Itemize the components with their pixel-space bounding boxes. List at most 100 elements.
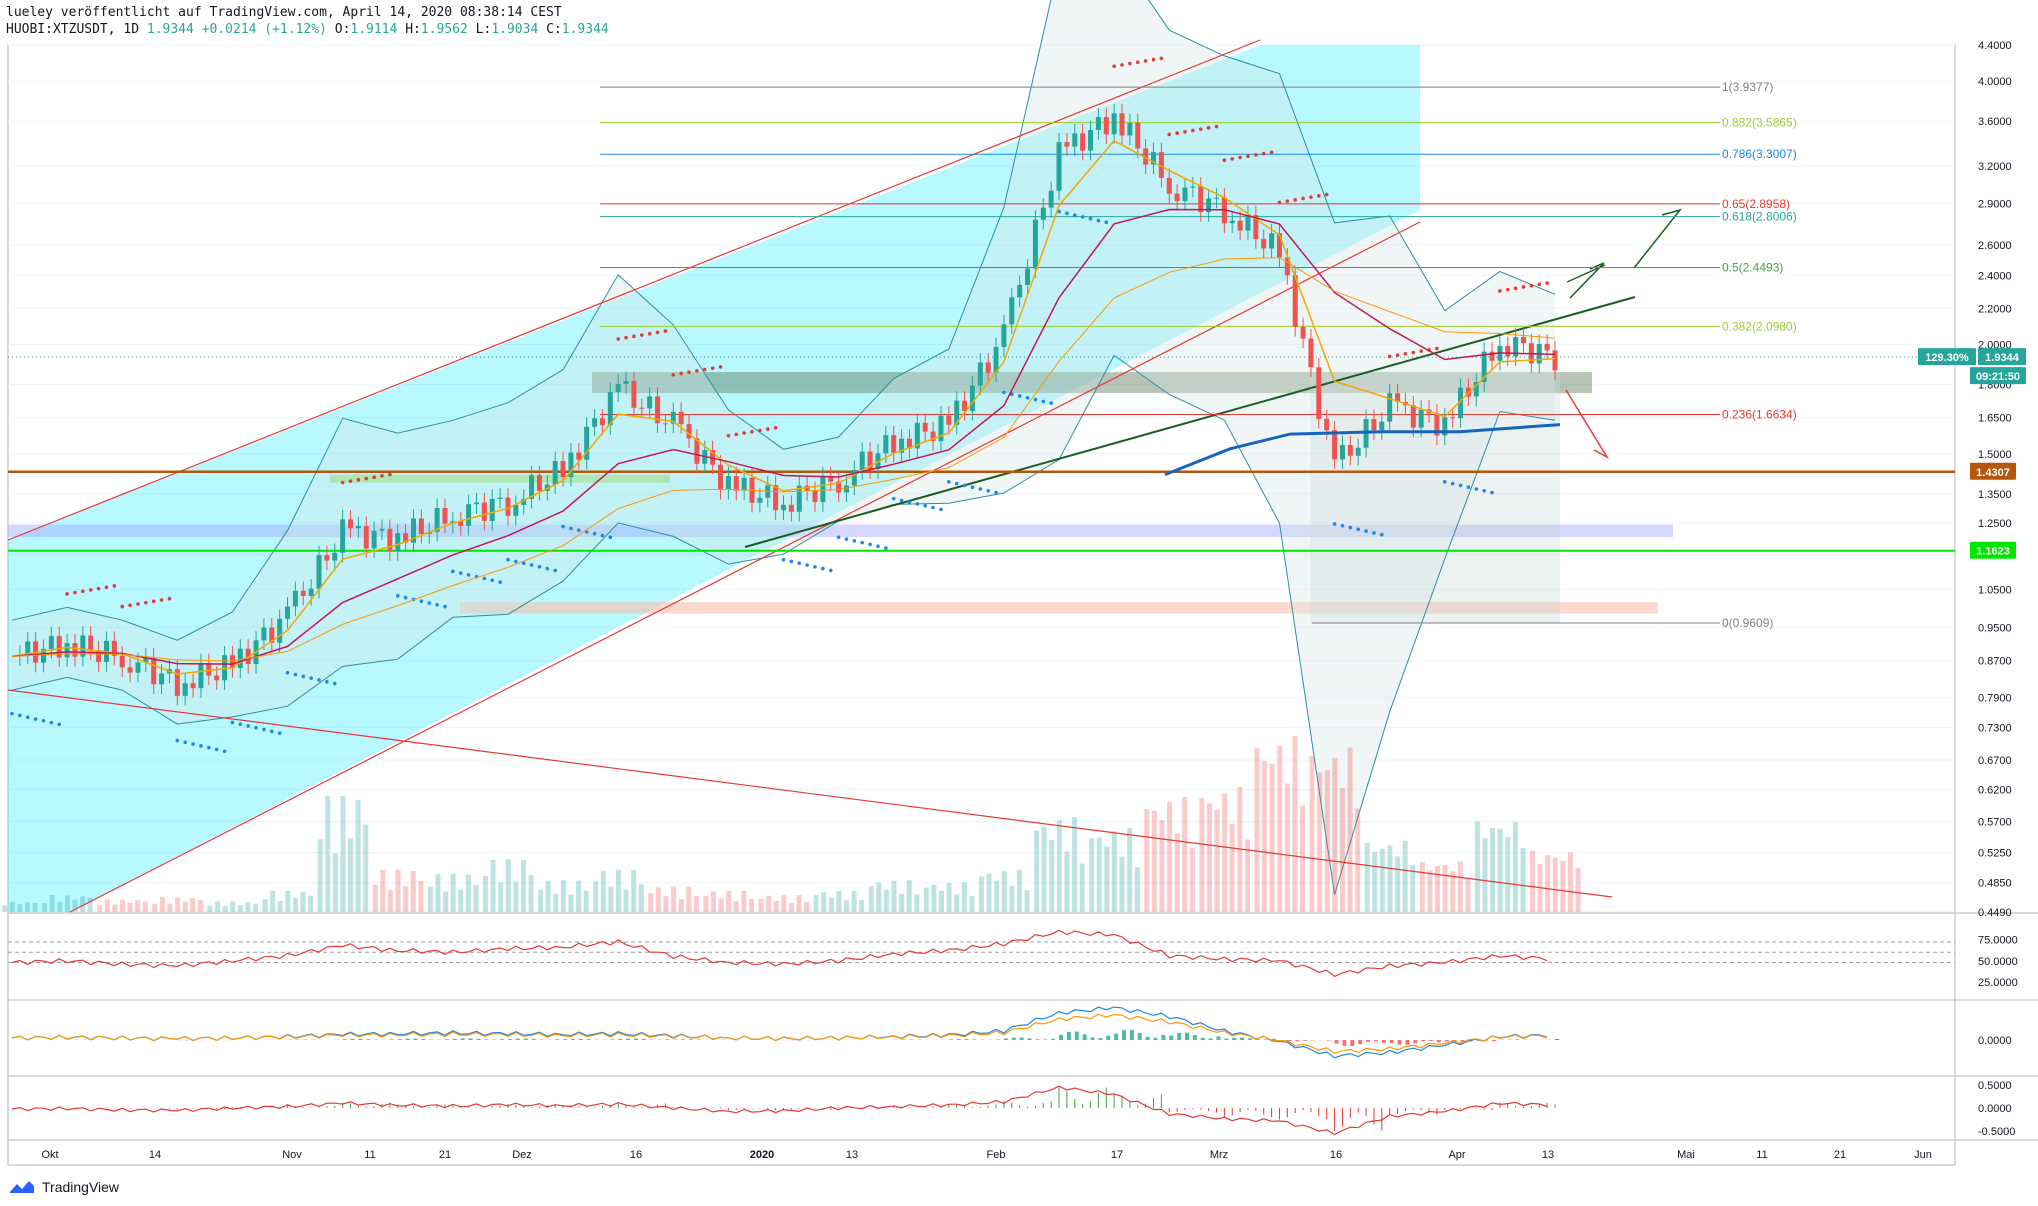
volume-bar — [796, 895, 802, 912]
macd-histogram-bar — [1177, 1032, 1182, 1040]
candle-body — [891, 435, 897, 453]
fib-level-label: 0.382(2.0980) — [1722, 319, 1797, 333]
macd-histogram-bar — [1035, 1039, 1040, 1040]
candle-body — [1458, 387, 1464, 419]
candle-body — [1253, 215, 1259, 240]
sar-dot — [1198, 127, 1203, 131]
candle-body — [1166, 177, 1172, 194]
volume-bar — [1119, 856, 1125, 912]
volume-bar — [292, 898, 298, 912]
volume-bar — [876, 882, 882, 912]
macd-histogram-bar — [1200, 1037, 1205, 1040]
candle-body — [828, 475, 834, 482]
sar-dot — [797, 561, 802, 566]
brand-footer[interactable]: TradingView — [8, 1178, 119, 1196]
sar-dot — [136, 602, 140, 606]
sar-dot — [632, 334, 636, 339]
sar-dot — [269, 729, 274, 734]
last-price: 1.9344 — [146, 22, 194, 37]
volume-bar — [978, 876, 984, 912]
candle-body — [843, 485, 849, 493]
macd-histogram-bar — [1098, 1038, 1103, 1040]
sar-dot — [1159, 56, 1164, 61]
candle-body — [1521, 337, 1527, 344]
macd-histogram-bar — [1161, 1034, 1166, 1040]
candle-body — [1347, 444, 1353, 456]
sar-dot — [183, 740, 187, 745]
macd-histogram-bar — [413, 1038, 418, 1040]
candle-body — [127, 667, 133, 673]
bollinger-upper — [11, 0, 1556, 641]
volume-bar — [1505, 837, 1511, 912]
macd-histogram-bar — [1082, 1034, 1087, 1040]
sar-dot — [687, 370, 691, 374]
candle-body — [560, 460, 566, 477]
volume-bar — [1079, 863, 1085, 912]
candle-body — [576, 452, 582, 460]
time-tick: 11 — [1756, 1149, 1767, 1161]
fib-level-label: 0.5(2.4493) — [1722, 261, 1783, 275]
sar-dot — [592, 531, 597, 536]
sar-dot — [1387, 354, 1392, 359]
sar-dot — [514, 559, 518, 564]
fib-level-label: 0.882(3.5865) — [1722, 116, 1797, 130]
candle-body — [1418, 409, 1424, 428]
candle-body — [277, 618, 283, 643]
sar-dot — [828, 568, 833, 573]
volume-bar — [1056, 820, 1062, 912]
price-change: +0.0214 (+1.12%) — [201, 22, 327, 37]
candle-body — [1009, 297, 1015, 325]
countdown-tag: 09:21:50 — [1976, 371, 2020, 383]
price-tick: 2.6000 — [1978, 240, 2012, 252]
candle-body — [851, 470, 857, 486]
volume-bar — [1229, 823, 1235, 912]
volume-bar — [600, 870, 606, 912]
candle-body — [1339, 444, 1345, 460]
volume-bar — [703, 895, 709, 912]
candle-body — [670, 411, 676, 424]
candle-body — [1442, 417, 1448, 436]
sar-dot — [1261, 151, 1266, 156]
sar-dot — [1498, 289, 1502, 293]
sar-dot — [1167, 132, 1172, 137]
candle-body — [1269, 233, 1275, 249]
sar-dot — [1222, 158, 1227, 162]
candle-body — [796, 485, 802, 512]
sar-dot — [482, 576, 487, 581]
candle-body — [859, 451, 865, 471]
volume-bar — [821, 892, 827, 912]
macd-histogram-bar — [1405, 1040, 1410, 1045]
volume-bar — [741, 890, 747, 912]
support-trend-line — [744, 296, 1636, 548]
volume-bar — [142, 901, 148, 912]
macd-histogram-bar — [1011, 1037, 1016, 1040]
sar-dot — [931, 505, 935, 510]
sar-dot — [899, 498, 904, 503]
sar-dot — [1041, 399, 1046, 404]
channel-lower-line — [69, 221, 1421, 913]
price-axis[interactable]: 75.0000 50.0000 25.0000 0.0000 0.5000 0.0000 -… — [1978, 40, 2018, 1138]
macd-histogram-bar — [1247, 1038, 1252, 1040]
volume-bar — [851, 890, 857, 912]
candle-body — [1213, 197, 1219, 199]
channel-upper-line — [7, 39, 1261, 541]
sar-dot — [1293, 197, 1298, 202]
sar-dot — [1450, 481, 1455, 486]
volume-bar — [528, 875, 534, 912]
sar-dot — [151, 599, 156, 604]
candle-body — [536, 475, 542, 491]
time-axis[interactable]: Okt 14 Nov 11 21 Dez 16 2020 13 Feb 17 Mrz 16 Apr 13 Ma… — [41, 1149, 1931, 1161]
volume-bar — [207, 905, 213, 912]
fib-level-label: 0.236(1.6634) — [1722, 408, 1797, 422]
candle-body — [914, 422, 920, 449]
sar-dot — [1529, 283, 1534, 288]
volume-bar — [32, 902, 38, 912]
price-tick: 0.7900 — [1978, 692, 2012, 704]
sar-dot — [1112, 64, 1116, 69]
sar-dot — [466, 573, 471, 577]
candle-body — [1040, 207, 1046, 220]
tradingview-logo-icon — [10, 1181, 34, 1193]
price-tick: 2.2000 — [1978, 303, 2012, 315]
candle-body — [969, 385, 975, 412]
